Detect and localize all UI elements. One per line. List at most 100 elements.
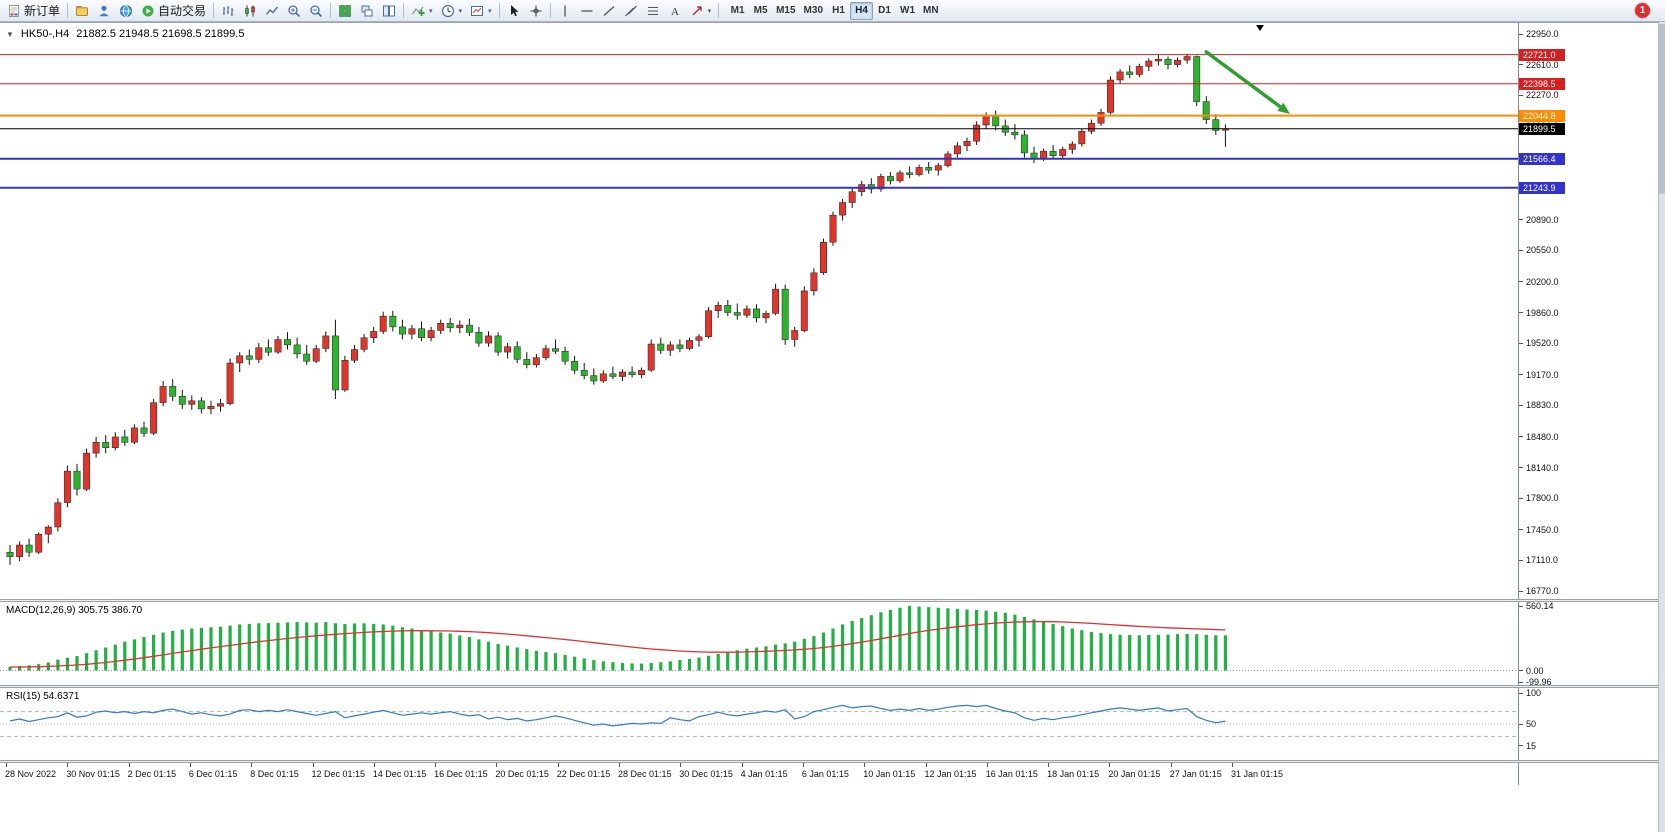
price-axis-label: 17450.0	[1526, 524, 1559, 535]
arrows-icon	[690, 4, 704, 18]
toolbar-separator	[67, 3, 69, 18]
timeframe-button-m30[interactable]: M30	[803, 5, 823, 16]
price-axis-tick	[1519, 219, 1523, 221]
time-axis-label: 30 Dec 01:15	[679, 769, 733, 779]
timeframe-button-d1[interactable]: D1	[878, 5, 891, 16]
macd-axis-label: 0.00	[1526, 665, 1544, 676]
rsi-label: RSI(15) 54.6371	[6, 691, 80, 702]
time-axis[interactable]: 28 Nov 2022 30 Nov 01:15 2 Dec 01:15 6 Dec …	[0, 763, 1518, 785]
hline-button[interactable]	[576, 1, 598, 21]
cascade-windows-button[interactable]	[356, 1, 378, 21]
notification-badge[interactable]: 1	[1635, 3, 1650, 18]
timeframe-button-m5[interactable]: M5	[753, 5, 768, 16]
level-price-label: 21243.9	[1519, 181, 1565, 194]
vline-button[interactable]	[554, 1, 576, 21]
toolbar: 新订单 自动交易	[0, 0, 1665, 22]
scrollbar-thumb[interactable]	[1659, 24, 1665, 194]
candlestick-button[interactable]	[239, 1, 261, 21]
timeframe-button-m1[interactable]: M1	[730, 5, 745, 16]
timeframe-button-h1[interactable]: H1	[832, 5, 845, 16]
panel-splitter[interactable]	[0, 599, 1658, 602]
crosshair-button[interactable]	[525, 1, 547, 21]
autotrading-button[interactable]: 自动交易	[137, 1, 210, 21]
profile-button[interactable]	[71, 1, 93, 21]
rsi-line	[9, 704, 1226, 727]
macd-chart[interactable]	[0, 602, 1518, 685]
symbol-info: ▼ HK50-,H4 21882.5 21948.5 21698.5 21899…	[6, 28, 244, 40]
zoom-in-button[interactable]	[283, 1, 305, 21]
time-axis-label: 20 Dec 01:15	[495, 769, 549, 779]
indicators-icon	[411, 4, 425, 18]
price-axis-tick	[1519, 64, 1523, 66]
zoom-out-button[interactable]	[305, 1, 327, 21]
cursor-button[interactable]	[503, 1, 525, 21]
time-axis-tick	[312, 763, 314, 767]
main-chart-panel[interactable]: ▼ HK50-,H4 21882.5 21948.5 21698.5 21899…	[0, 23, 1518, 599]
time-axis-tick	[373, 763, 375, 767]
panel-splitter[interactable]	[0, 760, 1658, 763]
timeframe-button-w1[interactable]: W1	[900, 5, 915, 16]
price-axis-tick	[1519, 497, 1523, 499]
time-axis-tick	[189, 763, 191, 767]
arrows-button[interactable]: ▾	[686, 1, 716, 21]
time-axis-tick	[128, 763, 130, 767]
svg-text:A: A	[671, 6, 679, 18]
bar-chart-button[interactable]	[217, 1, 239, 21]
price-axis-tick	[1519, 436, 1523, 438]
chart-shift-marker-icon[interactable]	[1256, 25, 1264, 31]
candlestick-chart[interactable]	[0, 23, 1518, 599]
bar-chart-icon	[221, 4, 235, 18]
fibonacci-button[interactable]	[642, 1, 664, 21]
time-axis-label: 27 Jan 01:15	[1169, 769, 1222, 779]
autotrading-label: 自动交易	[158, 4, 207, 18]
time-axis-label: 2 Dec 01:15	[127, 769, 177, 779]
community-button[interactable]	[93, 1, 115, 21]
level-lines	[0, 54, 1518, 189]
time-axis-tick	[557, 763, 559, 767]
collapse-arrow-icon[interactable]: ▼	[6, 29, 14, 39]
timeframe-button-mn[interactable]: MN	[923, 5, 939, 16]
arrange-windows-button[interactable]	[378, 1, 400, 21]
trendline-button[interactable]	[598, 1, 620, 21]
price-axis[interactable]: 22950.022610.022270.021930.021590.021250…	[1518, 23, 1658, 785]
rsi-panel[interactable]: RSI(15) 54.6371	[0, 688, 1518, 760]
time-axis-label: 12 Jan 01:15	[924, 769, 977, 779]
templates-button[interactable]: ▾	[466, 1, 496, 21]
macd-axis-tick	[1519, 670, 1523, 671]
macd-axis-label: -99.96	[1526, 677, 1552, 687]
panel-splitter[interactable]	[0, 685, 1658, 688]
channel-button[interactable]	[620, 1, 642, 21]
new-order-label: 新订单	[24, 4, 61, 18]
price-axis-tick	[1519, 342, 1523, 344]
periods-button[interactable]: ▾	[437, 1, 467, 21]
line-chart-button[interactable]	[261, 1, 283, 21]
time-axis-label: 8 Dec 01:15	[250, 769, 299, 779]
time-axis-tick	[1232, 763, 1233, 767]
time-axis-label: 16 Dec 01:15	[434, 769, 488, 779]
rsi-chart[interactable]	[0, 688, 1518, 760]
text-button[interactable]: A	[664, 1, 686, 21]
macd-label: MACD(12,26,9) 305.75 386.70	[6, 605, 143, 616]
timeframe-button-h4[interactable]: H4	[850, 1, 873, 20]
price-axis-tick	[1519, 467, 1523, 468]
vertical-scrollbar[interactable]	[1658, 22, 1665, 832]
help-icon	[119, 4, 133, 18]
timeframe-button-m15[interactable]: M15	[776, 5, 796, 16]
new-order-button[interactable]: 新订单	[3, 1, 64, 21]
time-axis-label: 31 Jan 01:15	[1231, 769, 1284, 779]
crosshair-icon	[529, 4, 543, 18]
level-price-label: 21899.5	[1519, 122, 1565, 135]
tile-windows-button[interactable]	[334, 1, 356, 21]
channel-icon	[624, 4, 638, 18]
toolbar-separator	[718, 3, 720, 18]
level-price-label: 22721.0	[1519, 48, 1565, 61]
macd-panel[interactable]: MACD(12,26,9) 305.75 386.70	[0, 602, 1518, 685]
time-axis-tick	[435, 763, 437, 767]
candles	[6, 53, 1229, 565]
time-axis-tick	[864, 763, 866, 767]
indicators-button[interactable]: ▾	[407, 1, 437, 21]
help-button[interactable]	[115, 1, 137, 21]
time-axis-label: 22 Dec 01:15	[556, 769, 611, 779]
time-axis-label: 28 Nov 2022	[5, 769, 57, 779]
